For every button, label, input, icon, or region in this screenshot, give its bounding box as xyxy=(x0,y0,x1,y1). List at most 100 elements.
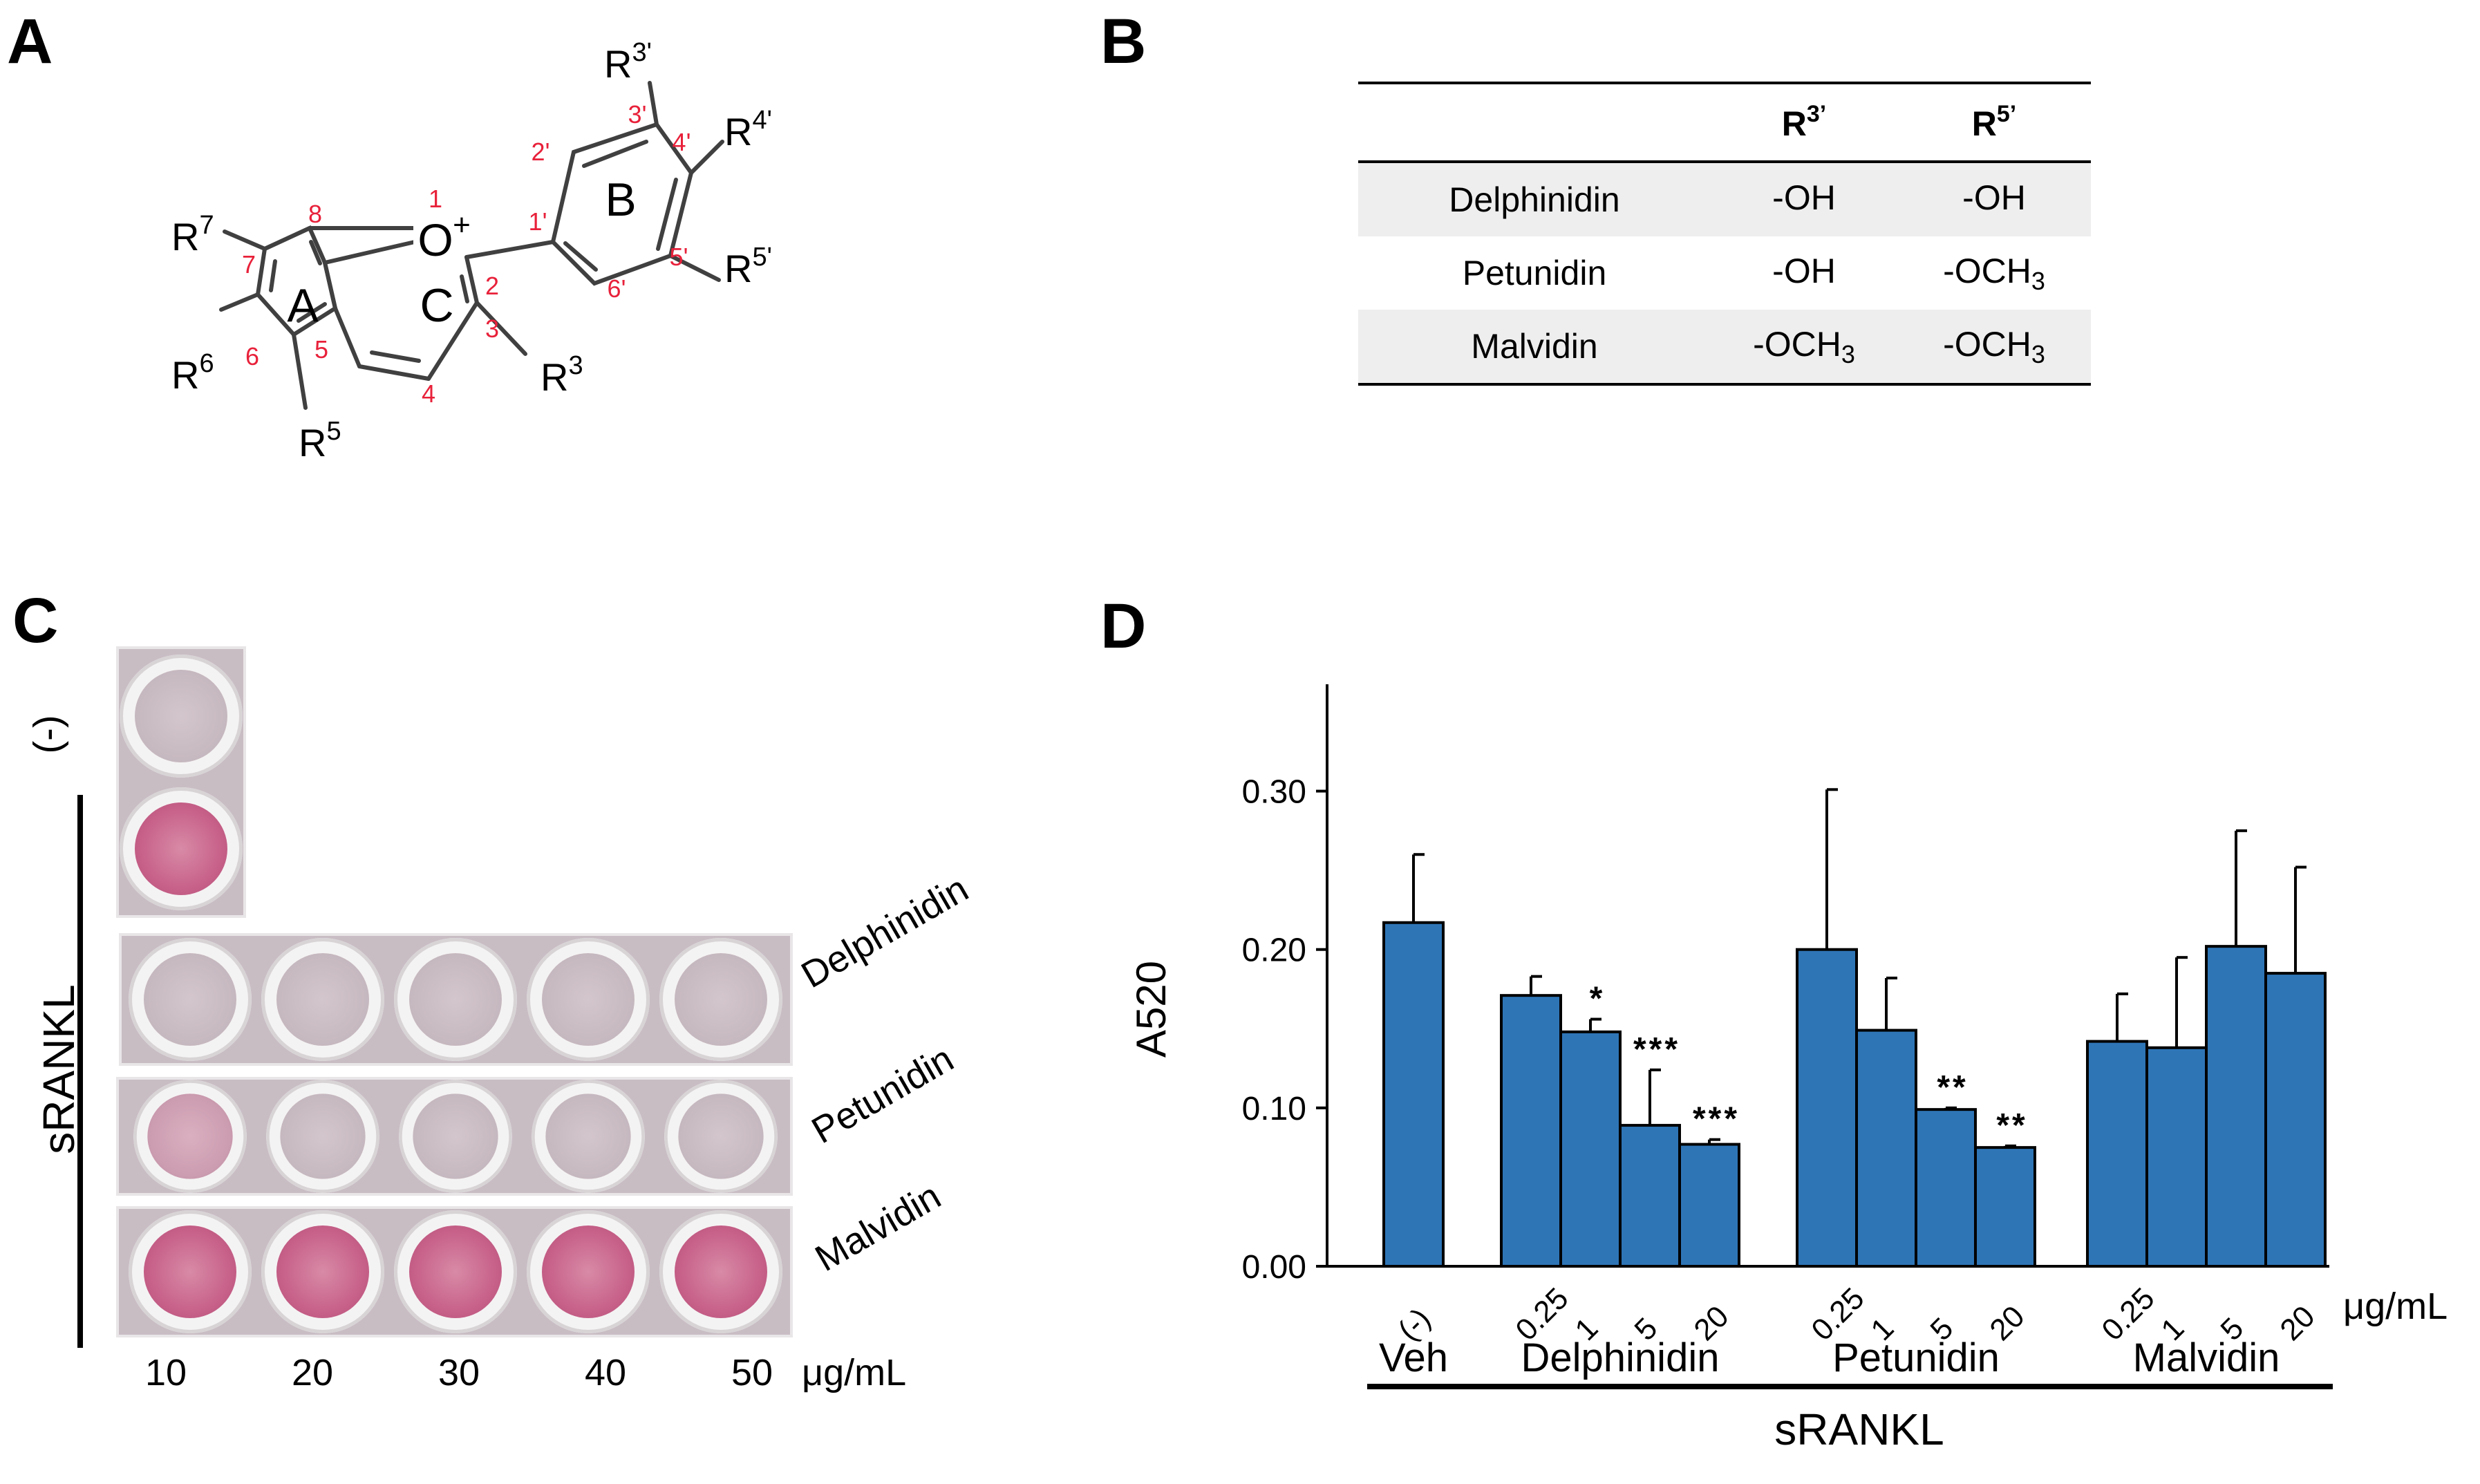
bar xyxy=(1678,1143,1740,1268)
y-tick-label: 0.20 xyxy=(1242,932,1306,969)
well xyxy=(261,1210,384,1333)
well xyxy=(129,938,252,1061)
r5-value: -OH xyxy=(1897,162,2091,236)
well xyxy=(394,1210,517,1333)
atom-number: 7 xyxy=(242,250,256,279)
concentration-label: 20 xyxy=(291,1352,334,1393)
significance-marker: ** xyxy=(1937,1069,1968,1106)
r3-value: -OH xyxy=(1711,162,1897,236)
row-label-petunidin: Petunidin xyxy=(805,1037,961,1152)
negative-control-label: (-) xyxy=(25,715,69,754)
group-label: Veh xyxy=(1379,1335,1448,1380)
srankl-label-d: sRANKL xyxy=(1774,1405,1944,1454)
atom-number: 6 xyxy=(245,342,259,370)
row-label-delphinidin: Delphinidin xyxy=(794,867,975,997)
panel-a-letter: A xyxy=(7,6,53,77)
r5-value: -OCH3 xyxy=(1943,251,2045,295)
significance-marker: *** xyxy=(1633,1031,1680,1068)
atom-number: 5 xyxy=(314,335,328,364)
panel-c-letter: C xyxy=(12,585,59,656)
ring-label-c: C xyxy=(420,279,453,332)
well xyxy=(659,938,782,1061)
bar xyxy=(1855,1029,1917,1268)
atom-number: 2' xyxy=(532,138,550,166)
bar xyxy=(1559,1030,1622,1268)
well xyxy=(133,1080,247,1193)
atom-number: 6' xyxy=(608,274,626,303)
well xyxy=(394,938,517,1061)
significance-marker: * xyxy=(1590,981,1606,1017)
srankl-bracket xyxy=(77,795,83,1348)
bar xyxy=(1500,994,1562,1268)
well xyxy=(527,938,650,1061)
y-tick-label: 0.30 xyxy=(1242,774,1306,811)
substituent-table: R3’ R5’ Delphinidin -OH -OH Petunidin -O… xyxy=(1358,82,2091,386)
compound-name: Delphinidin xyxy=(1358,162,1711,236)
group-label: Delphinidin xyxy=(1521,1335,1720,1380)
table-header-r5-prime: R5’ xyxy=(1897,82,2091,163)
bar xyxy=(1382,921,1445,1268)
compound-name: Petunidin xyxy=(1462,254,1607,292)
well-srankl-control xyxy=(120,787,243,910)
well xyxy=(261,938,384,1061)
x-unit-label: μg/mL xyxy=(2343,1286,2448,1327)
substituent-r4-prime: R4' xyxy=(724,106,772,153)
significance-marker: *** xyxy=(1693,1101,1740,1138)
well xyxy=(266,1080,379,1193)
atom-number: 1 xyxy=(429,185,442,213)
ring-label-a: A xyxy=(287,279,319,332)
bar xyxy=(2205,945,2267,1268)
control-strip xyxy=(116,646,246,918)
table-header-empty xyxy=(1358,82,1711,163)
panel-b-letter: B xyxy=(1100,6,1147,77)
group-label: Petunidin xyxy=(1832,1335,2000,1380)
well xyxy=(532,1080,645,1193)
petunidin-strip xyxy=(116,1077,793,1196)
atom-number: 3' xyxy=(628,100,647,129)
panel-d-letter: D xyxy=(1100,591,1147,661)
significance-marker: ** xyxy=(1996,1107,2027,1144)
concentration-label: 50 xyxy=(731,1352,773,1393)
bar xyxy=(2145,1046,2208,1268)
srankl-label-c: sRANKL xyxy=(34,984,84,1154)
y-tick-label: 0.10 xyxy=(1242,1091,1306,1127)
well xyxy=(659,1210,782,1333)
ring-label-b: B xyxy=(605,173,636,226)
atom-number: 8 xyxy=(308,200,322,228)
substituent-r3: R3 xyxy=(541,351,583,399)
concentration-label: 30 xyxy=(438,1352,480,1393)
y-axis-label: A520 xyxy=(1128,961,1174,1058)
oxonium-atom: O xyxy=(417,214,453,265)
bar xyxy=(2086,1040,2148,1268)
bar xyxy=(1619,1124,1681,1268)
bar xyxy=(1915,1108,1977,1268)
atom-number: 2 xyxy=(485,272,499,300)
bar xyxy=(2264,972,2327,1268)
malvidin-strip xyxy=(116,1206,793,1337)
table-header-r3-prime: R3’ xyxy=(1711,82,1897,163)
a520-bar-chart: 0.000.100.200.30A520(-)Veh0.25*1***5***2… xyxy=(1128,684,2448,1454)
unit-label-c: μg/mL xyxy=(802,1352,907,1393)
negative-control-label-wrap: (-) xyxy=(25,691,76,774)
well xyxy=(399,1080,512,1193)
r3-value: -OH xyxy=(1772,251,1836,290)
well-negative-control xyxy=(120,655,243,778)
substituent-r7: R7 xyxy=(171,211,214,259)
r5-value: -OCH3 xyxy=(1897,310,2091,386)
table-row: Petunidin -OH -OCH3 xyxy=(1358,236,2091,310)
x-tick-label: 20 xyxy=(2273,1299,2321,1347)
atom-number: 1' xyxy=(529,207,547,236)
atom-number: 4 xyxy=(422,379,435,408)
atom-number: 5' xyxy=(670,243,688,271)
row-label-malvidin: Malvidin xyxy=(808,1175,948,1280)
substituent-r5-prime: R5' xyxy=(724,243,772,290)
atom-number: 4' xyxy=(673,128,691,156)
y-tick-label: 0.00 xyxy=(1242,1249,1306,1286)
bar xyxy=(1974,1146,2036,1268)
compound-name: Malvidin xyxy=(1358,310,1711,386)
group-label: Malvidin xyxy=(2133,1335,2280,1380)
delphinidin-strip xyxy=(119,933,793,1066)
anthocyanidin-structure: A C B O + R7 R6 R5 R3 R3' R4' R5' 1 2 3 … xyxy=(171,38,772,464)
well xyxy=(129,1210,252,1333)
r3-value: -OCH3 xyxy=(1711,310,1897,386)
